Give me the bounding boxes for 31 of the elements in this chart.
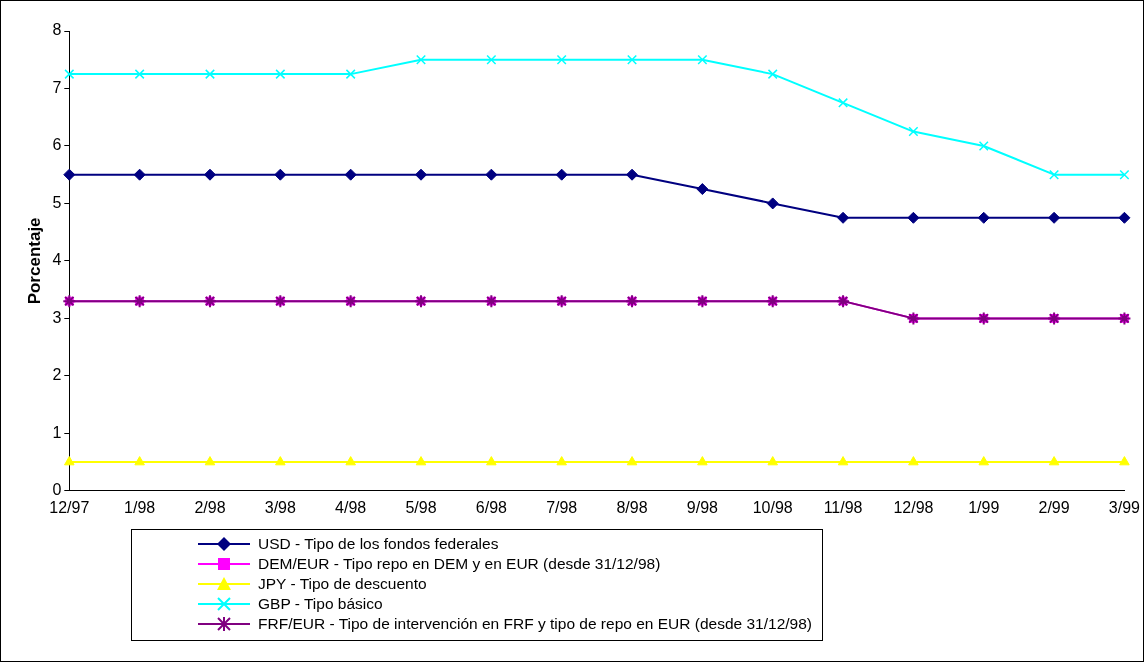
x-tick-label: 3/98	[264, 498, 296, 516]
x-tick-label: 11/98	[823, 498, 863, 516]
x-tick-label: 4/98	[335, 498, 367, 516]
x-tick-label: 3/99	[1108, 498, 1141, 516]
x-tick-label: 5/98	[405, 498, 437, 516]
x-tick-label: 8/98	[616, 498, 648, 516]
x-tick-label: 7/98	[546, 498, 578, 516]
legend-label: FRF/EUR - Tipo de intervención en FRF y tipo de repo en EUR (desde 31/12/98)	[258, 614, 812, 634]
legend-label: DEM/EUR - Tipo repo en DEM y en EUR (desde 31/12/98)	[258, 554, 661, 574]
y-tick-label: 1	[52, 423, 62, 441]
legend-label: GBP - Tipo básico	[258, 594, 383, 614]
y-tick-label: 4	[52, 251, 62, 269]
legend-label: USD - Tipo de los fondos federales	[258, 534, 499, 554]
x-tick-label: 12/97	[49, 498, 90, 516]
x-tick-label: 1/98	[124, 498, 156, 516]
y-tick-label: 3	[52, 308, 62, 326]
x-tick-label: 12/98	[893, 498, 934, 516]
y-axis-title: Porcentaje	[24, 217, 44, 305]
x-tick-label: 2/98	[194, 498, 226, 516]
x-tick-label: 9/98	[686, 498, 719, 516]
x-tick-label: 6/98	[475, 498, 508, 516]
y-tick-label: 7	[52, 78, 62, 96]
x-tick-label: 1/99	[968, 498, 1000, 516]
y-tick-label: 5	[52, 193, 62, 211]
y-tick-label: 2	[52, 366, 62, 384]
x-tick-label: 2/99	[1038, 498, 1070, 516]
x-tick-label: 10/98	[752, 498, 793, 516]
y-tick-label: 8	[52, 21, 62, 39]
y-tick-label: 0	[52, 481, 62, 499]
y-tick-label: 6	[52, 136, 62, 154]
legend-label: JPY - Tipo de descuento	[258, 574, 427, 594]
